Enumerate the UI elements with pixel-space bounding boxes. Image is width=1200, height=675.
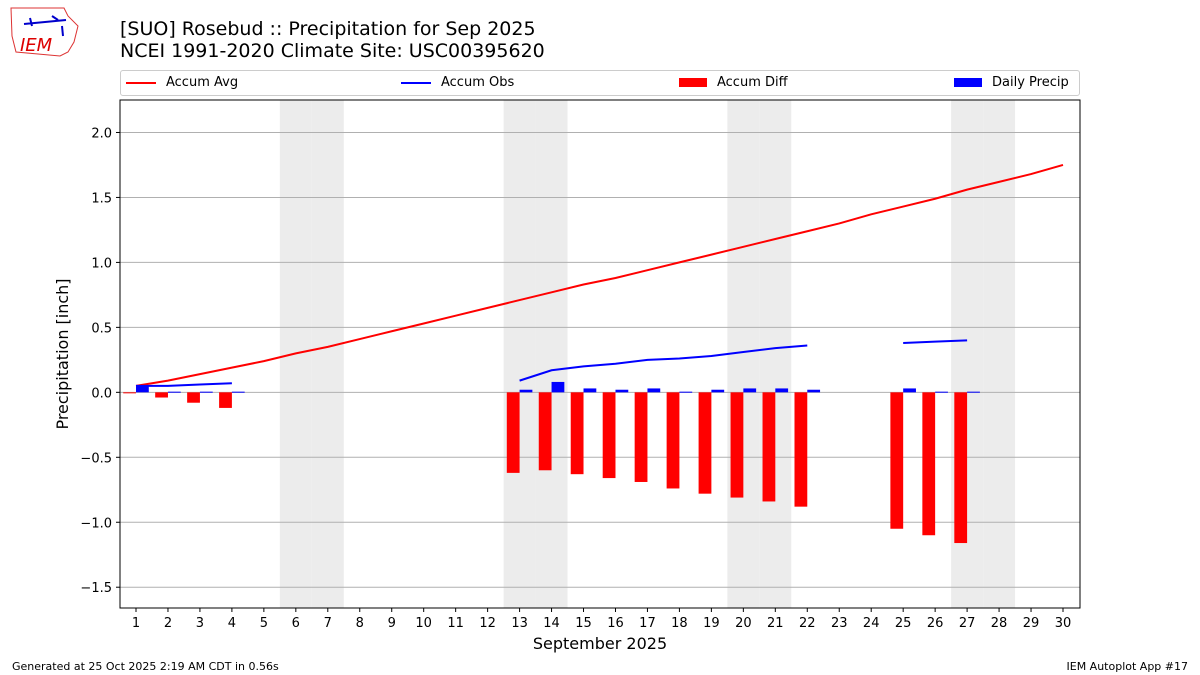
x-tick-label: 1 xyxy=(132,616,140,631)
daily-precip-bar xyxy=(231,391,245,393)
accum-diff-bar xyxy=(634,392,648,482)
daily-precip-bar xyxy=(583,388,597,393)
daily-precip-bar xyxy=(967,391,980,393)
x-tick-label: 26 xyxy=(927,616,944,631)
x-tick-label: 6 xyxy=(292,616,300,631)
daily-precip-bar xyxy=(711,389,725,393)
legend-accum-diff: Accum Diff xyxy=(679,75,788,90)
svg-text:IEM: IEM xyxy=(20,35,53,56)
accum-diff-bar xyxy=(922,392,936,536)
legend-accum-obs: Accum Obs xyxy=(401,75,514,90)
x-tick-label: 7 xyxy=(324,616,332,631)
y-axis-label: Precipitation [inch] xyxy=(53,278,72,429)
accum-obs-line xyxy=(903,339,968,344)
accum-diff-bar xyxy=(123,392,136,394)
weekend-shade xyxy=(503,100,536,608)
accum-diff-bar xyxy=(762,392,776,502)
daily-precip-bar xyxy=(199,391,213,393)
x-tick-label: 3 xyxy=(196,616,204,631)
x-tick-label: 8 xyxy=(356,616,364,631)
y-tick-label: 2.0 xyxy=(91,126,112,141)
daily-precip-bar xyxy=(935,391,948,393)
x-tick-label: 13 xyxy=(511,616,528,631)
x-tick-label: 22 xyxy=(799,616,816,631)
accum-diff-bar xyxy=(890,392,904,529)
accum-diff-bar xyxy=(666,392,680,489)
iem-logo: IEM xyxy=(10,7,79,57)
legend-accum-avg: Accum Avg xyxy=(126,75,238,90)
daily-precip-bar xyxy=(807,389,821,393)
footer-generated: Generated at 25 Oct 2025 2:19 AM CDT in … xyxy=(12,660,279,673)
x-tick-label: 17 xyxy=(639,616,656,631)
accum-obs-line xyxy=(136,382,232,387)
daily-precip-bar xyxy=(615,389,629,393)
daily-precip-bar xyxy=(136,385,149,393)
x-tick-label: 2 xyxy=(164,616,172,631)
accum-diff-bar xyxy=(187,392,200,403)
y-tick-label: 1.0 xyxy=(91,256,112,271)
accum-avg-line xyxy=(135,163,1064,387)
weekend-shade xyxy=(311,100,344,608)
daily-precip-bar xyxy=(551,381,565,393)
y-tick-label: 1.5 xyxy=(91,191,112,206)
x-tick-label: 23 xyxy=(831,616,848,631)
accum-diff-bar xyxy=(794,392,808,507)
x-tick-label: 16 xyxy=(607,616,624,631)
x-tick-label: 15 xyxy=(575,616,592,631)
y-tick-label: −1.0 xyxy=(80,516,112,531)
accum-diff-bar xyxy=(155,392,168,398)
daily-precip-bar xyxy=(679,391,693,393)
x-tick-label: 18 xyxy=(671,616,688,631)
x-tick-label: 28 xyxy=(991,616,1008,631)
daily-precip-bar xyxy=(519,389,533,393)
weekend-shade xyxy=(983,100,1016,608)
accum-diff-bar xyxy=(602,392,616,479)
x-tick-label: 5 xyxy=(260,616,268,631)
x-tick-label: 27 xyxy=(959,616,976,631)
x-tick-label: 12 xyxy=(479,616,496,631)
accum-diff-bar xyxy=(219,392,232,408)
x-tick-label: 29 xyxy=(1023,616,1040,631)
daily-precip-bar xyxy=(647,388,661,393)
weekend-shade xyxy=(535,100,568,608)
daily-precip-bar xyxy=(775,388,789,393)
x-tick-label: 14 xyxy=(543,616,560,631)
y-tick-label: 0.0 xyxy=(91,386,112,401)
x-tick-label: 9 xyxy=(388,616,396,631)
accum-diff-bar xyxy=(730,392,744,498)
chart-title: [SUO] Rosebud :: Precipitation for Sep 2… xyxy=(120,18,536,40)
x-tick-label: 30 xyxy=(1055,616,1072,631)
accum-diff-bar xyxy=(506,392,520,473)
x-axis-label: September 2025 xyxy=(533,634,667,653)
daily-precip-bar xyxy=(903,388,916,393)
plot-frame xyxy=(119,99,1081,609)
weekend-shade xyxy=(759,100,792,608)
chart-subtitle: NCEI 1991-2020 Climate Site: USC00395620 xyxy=(120,40,545,62)
footer-app: IEM Autoplot App #17 xyxy=(1066,660,1189,673)
legend: Accum Avg Accum Obs Accum Diff Daily Pre… xyxy=(120,70,1080,96)
x-tick-label: 11 xyxy=(447,616,464,631)
accum-diff-bar xyxy=(698,392,712,494)
x-tick-label: 4 xyxy=(228,616,236,631)
daily-precip-bar xyxy=(743,388,757,393)
x-tick-label: 21 xyxy=(767,616,784,631)
x-tick-label: 19 xyxy=(703,616,720,631)
x-tick-label: 10 xyxy=(415,616,432,631)
y-tick-label: −0.5 xyxy=(80,451,112,466)
accum-diff-bar xyxy=(570,392,584,475)
daily-precip-bar xyxy=(167,391,181,393)
accum-diff-bar xyxy=(954,392,968,544)
y-tick-label: −1.5 xyxy=(80,581,112,596)
x-tick-label: 24 xyxy=(863,616,880,631)
x-tick-label: 25 xyxy=(895,616,912,631)
y-tick-label: 0.5 xyxy=(91,321,112,336)
legend-daily-precip: Daily Precip xyxy=(954,75,1069,90)
x-tick-label: 20 xyxy=(735,616,752,631)
accum-obs-line xyxy=(519,344,808,382)
accum-diff-bar xyxy=(538,392,552,471)
